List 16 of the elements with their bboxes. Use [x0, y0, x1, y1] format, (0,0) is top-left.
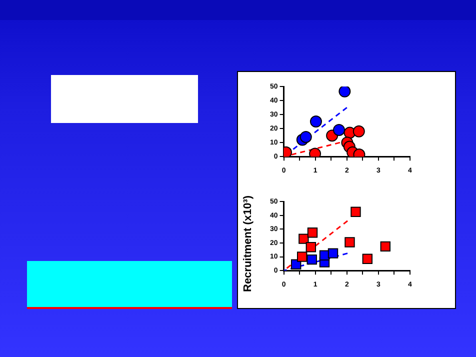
- point: [344, 237, 355, 248]
- point: [333, 124, 346, 136]
- point: [328, 248, 338, 258]
- point: [306, 242, 316, 252]
- point: [307, 228, 318, 238]
- point: [310, 116, 322, 128]
- point: [298, 234, 309, 244]
- point: [362, 254, 372, 264]
- point: [300, 130, 312, 143]
- point: [380, 241, 390, 252]
- y-axis-title: Recruitment (x10³): [242, 195, 254, 292]
- point: [350, 206, 361, 217]
- point: [338, 86, 351, 98]
- point: [352, 125, 365, 138]
- point: [296, 252, 308, 262]
- point: [306, 254, 317, 265]
